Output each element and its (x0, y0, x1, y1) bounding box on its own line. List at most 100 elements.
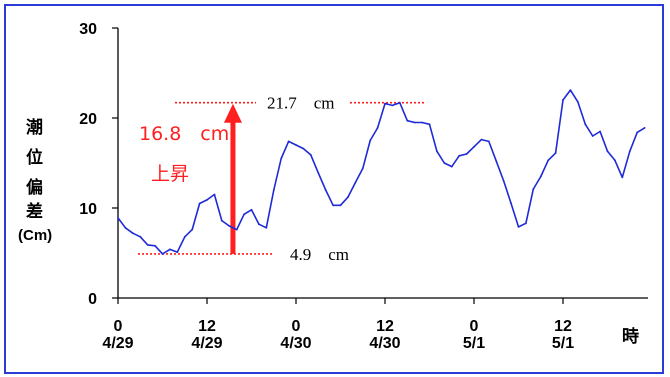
x-tick-hour: 0 (114, 318, 123, 335)
data-point (280, 157, 283, 160)
ylabel-char: 位 (26, 147, 43, 168)
data-point (391, 104, 394, 107)
data-point (517, 226, 520, 228)
max-value-label: 21.7 cm (267, 94, 335, 113)
x-tick-hour: 12 (198, 318, 216, 335)
data-point (562, 99, 564, 101)
data-point (539, 175, 542, 178)
data-point (213, 193, 216, 196)
data-point (421, 121, 423, 124)
data-point (191, 228, 194, 231)
data-point (525, 222, 527, 225)
data-point (287, 140, 290, 143)
data-point (465, 153, 468, 155)
data-point (599, 130, 601, 133)
data-point (628, 150, 631, 153)
x-tick-date: 4/29 (102, 335, 133, 352)
data-point (124, 226, 127, 229)
data-point (154, 244, 157, 247)
data-point (376, 127, 379, 129)
data-point (361, 167, 364, 170)
data-point (198, 202, 201, 205)
data-point (243, 213, 246, 216)
x-tick-date: 4/30 (280, 335, 311, 352)
data-point (406, 119, 409, 122)
data-point (235, 228, 238, 231)
data-point (384, 102, 386, 105)
data-point (146, 244, 149, 246)
data-point (458, 154, 461, 157)
series-group (117, 89, 646, 255)
x-tick-hour: 0 (470, 318, 479, 335)
data-point (487, 140, 490, 143)
data-point (309, 154, 312, 156)
data-point (554, 152, 557, 155)
data-point (510, 202, 512, 205)
data-point (398, 101, 401, 104)
data-point (347, 196, 349, 199)
data-point (258, 223, 260, 226)
data-point (450, 165, 453, 168)
rise-value-label: 16.8 cm (139, 123, 229, 145)
y-tick-label: 0 (88, 291, 97, 308)
data-point (643, 127, 646, 129)
data-point (369, 139, 372, 142)
data-point (480, 138, 483, 141)
ylabel-char: 偏 (26, 177, 43, 198)
min-value-label: 4.9 cm (290, 245, 349, 264)
data-point (606, 150, 609, 153)
data-point (614, 159, 616, 162)
x-tick-date: 4/30 (369, 335, 400, 352)
chart-frame (4, 4, 664, 374)
data-point (265, 226, 268, 229)
data-point (324, 189, 327, 191)
data-point (591, 135, 594, 137)
data-point (636, 131, 639, 134)
data-point (272, 189, 275, 191)
x-tick-hour: 12 (376, 318, 394, 335)
data-point (250, 208, 253, 211)
data-point (354, 181, 357, 184)
xlabel-unit: 時 (622, 326, 639, 347)
data-point (117, 217, 119, 219)
data-point (532, 188, 535, 191)
x-tick-date: 5/1 (463, 335, 485, 352)
ylabel-char: 潮 (26, 117, 43, 138)
data-point (161, 253, 164, 255)
data-point (413, 121, 416, 124)
x-tick-date: 5/1 (552, 335, 574, 352)
data-point (621, 176, 624, 179)
series-line (117, 89, 646, 255)
data-point (176, 251, 179, 254)
data-point (576, 100, 579, 103)
data-point (547, 159, 550, 162)
y-tick-label: 20 (79, 111, 97, 128)
ylabel-char: 差 (26, 201, 43, 222)
data-point (502, 180, 505, 182)
x-tick-hour: 0 (292, 318, 301, 335)
rise-arrow-head (223, 103, 242, 123)
data-point (169, 248, 171, 251)
data-point (131, 232, 134, 235)
data-point (302, 147, 305, 150)
ylabel-unit: (Cm) (18, 227, 52, 244)
data-point (443, 162, 446, 164)
data-point (139, 235, 142, 238)
data-point (317, 172, 320, 174)
data-point (339, 204, 342, 207)
data-point (473, 145, 475, 148)
x-tick-date: 4/29 (191, 335, 222, 352)
data-point (436, 150, 438, 153)
data-point (332, 204, 334, 207)
y-tick-label: 10 (79, 201, 97, 218)
data-point (569, 89, 572, 91)
y-tick-label: 30 (79, 21, 97, 38)
data-point (584, 123, 587, 126)
axes (112, 27, 648, 304)
data-point (183, 235, 186, 238)
rise-text-label: 上昇 (151, 163, 189, 185)
data-point (206, 199, 208, 201)
data-point (495, 160, 498, 163)
